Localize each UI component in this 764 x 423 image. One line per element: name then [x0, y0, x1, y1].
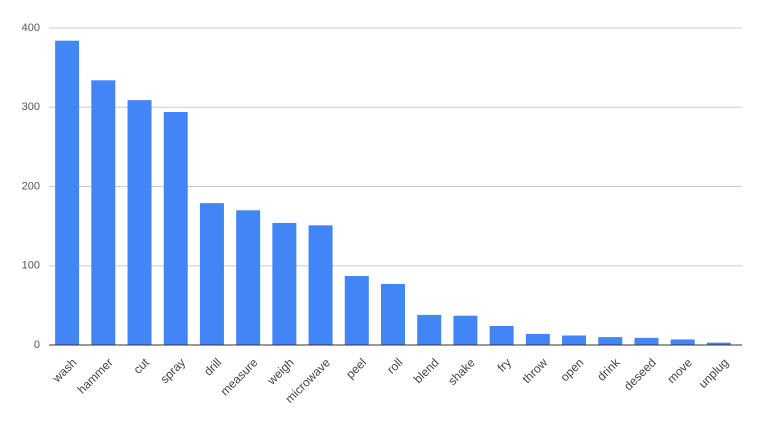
x-tick-label: move — [664, 355, 695, 386]
bar — [91, 80, 116, 346]
x-tick-label: blend — [411, 355, 442, 386]
bar — [417, 314, 442, 345]
bar — [525, 333, 550, 345]
x-tick-label: throw — [520, 355, 551, 386]
bar — [381, 283, 405, 345]
bar — [670, 339, 695, 345]
x-tick-label: drill — [201, 355, 224, 378]
bar — [344, 276, 369, 345]
bar — [453, 315, 478, 345]
bar — [236, 210, 261, 345]
x-tick-label: peel — [343, 355, 369, 381]
bar — [163, 112, 188, 345]
x-tick-label: drink — [594, 355, 623, 384]
y-tick-label: 100 — [22, 260, 40, 272]
x-tick-label: measure — [218, 355, 261, 398]
x-tick-label: shake — [445, 355, 478, 388]
x-tick-label: roll — [384, 355, 405, 376]
bar — [562, 335, 587, 345]
x-tick-label: unplug — [696, 355, 731, 390]
y-tick-label: 0 — [34, 339, 40, 351]
x-tick-label: open — [558, 355, 587, 384]
y-tick-label: 300 — [22, 101, 40, 113]
x-tick-label: spray — [157, 355, 188, 386]
y-tick-label: 400 — [22, 22, 40, 34]
x-tick-label: cut — [131, 355, 153, 377]
x-tick-label: weigh — [264, 355, 297, 388]
bar — [598, 337, 623, 345]
bar — [199, 203, 224, 345]
bar — [55, 40, 80, 346]
bar — [706, 342, 731, 345]
bar — [127, 100, 152, 346]
bar — [634, 337, 659, 345]
bar — [272, 222, 297, 345]
x-tick-label: wash — [49, 355, 79, 385]
bar — [489, 325, 514, 345]
y-tick-label: 200 — [22, 180, 40, 192]
bar — [308, 225, 333, 345]
x-tick-label: deseed — [621, 355, 659, 393]
x-tick-label: fry — [495, 355, 514, 374]
x-tick-label: hammer — [75, 355, 116, 396]
